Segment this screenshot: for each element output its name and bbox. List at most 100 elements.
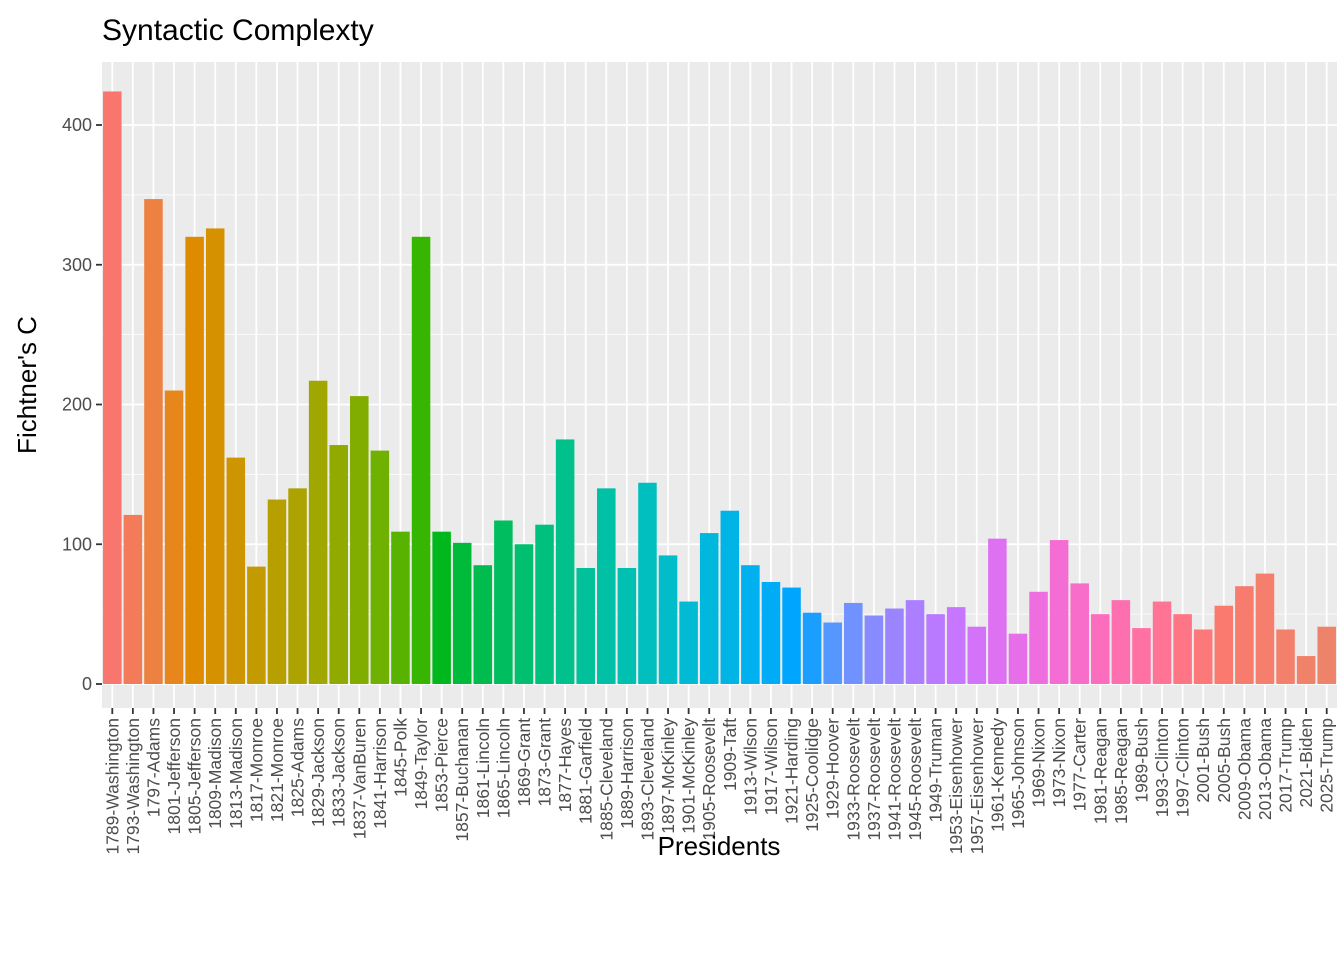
bar <box>144 199 163 684</box>
bar <box>576 568 595 684</box>
x-tick-label: 1981-Reagan <box>1090 718 1110 824</box>
bar <box>988 538 1007 684</box>
x-tick-label: 1997-Clinton <box>1173 718 1193 817</box>
y-tick-label: 100 <box>62 534 92 554</box>
x-tick-label: 1925-Coolidge <box>802 718 822 832</box>
bar <box>885 608 904 684</box>
y-axis: 0 100 200 300 400 <box>62 115 102 694</box>
x-tick-label: 1877-Hayes <box>555 718 575 813</box>
bar <box>802 612 822 684</box>
x-axis-title: Presidents <box>658 831 781 861</box>
y-tick-label: 400 <box>62 115 92 135</box>
bar <box>617 568 637 684</box>
bar <box>247 566 266 684</box>
chart-title: Syntactic Complexty <box>102 14 374 47</box>
x-tick-label: 1941-Roosevelt <box>884 718 904 841</box>
bar <box>1049 540 1069 684</box>
x-tick-label: 1973-Nixon <box>1049 718 1069 808</box>
bar <box>452 542 472 684</box>
x-tick-label: 1989-Bush <box>1131 718 1151 803</box>
x-tick-label: 1909-Taft <box>720 718 740 791</box>
x-tick-label: 1853-Pierce <box>432 718 452 812</box>
bar <box>1070 583 1089 684</box>
x-tick-label: 1825-Adams <box>288 718 308 817</box>
bar <box>741 565 760 684</box>
x-tick-label: 1789-Washington <box>102 718 122 855</box>
bar <box>411 236 431 685</box>
bar <box>555 439 575 684</box>
x-tick-label: 1917-Wilson <box>761 718 781 815</box>
x-tick-label: 1817-Monroe <box>246 718 266 822</box>
bar <box>288 488 307 684</box>
bar <box>761 581 781 684</box>
x-tick-label: 1977-Carter <box>1070 718 1090 812</box>
bar <box>679 601 698 684</box>
x-tick-label: 1933-Roosevelt <box>843 718 863 841</box>
x-tick-label: 1793-Washington <box>123 718 143 855</box>
x-tick-label: 1893-Cleveland <box>637 718 657 841</box>
bar <box>1029 591 1048 684</box>
x-tick-label: 1881-Garfield <box>576 718 596 824</box>
x-tick-label: 1905-Roosevelt <box>699 718 719 841</box>
x-tick-label: 1897-McKinley <box>658 718 678 834</box>
x-tick-label: 2025-Trump <box>1317 718 1337 813</box>
bar <box>103 91 122 684</box>
bar <box>432 531 451 684</box>
bar <box>844 602 863 684</box>
bar <box>905 600 925 684</box>
x-tick-label: 1861-Lincoln <box>473 718 493 818</box>
bar <box>267 499 287 684</box>
x-tick-label: 1801-Jefferson <box>164 718 184 834</box>
x-tick-label: 1813-Madison <box>226 718 246 829</box>
bar <box>864 615 884 684</box>
x-tick-label: 1849-Taylor <box>411 718 431 810</box>
x-tick-label: 1869-Grant <box>514 718 534 807</box>
x-tick-label: 2005-Bush <box>1214 718 1234 803</box>
bar <box>1317 626 1336 684</box>
bar <box>535 524 554 684</box>
bar <box>720 510 740 684</box>
bar <box>391 531 410 684</box>
bar <box>638 482 657 684</box>
bar <box>164 390 184 684</box>
x-tick-label: 1945-Roosevelt <box>905 718 925 841</box>
bar <box>1235 586 1254 684</box>
bar <box>123 514 143 684</box>
x-tick-label: 1833-Jackson <box>329 718 349 827</box>
bar <box>967 626 987 684</box>
bar <box>473 565 493 684</box>
bar <box>699 533 719 684</box>
x-tick-label: 1961-Kennedy <box>987 718 1007 832</box>
x-tick-label: 1797-Adams <box>143 718 163 817</box>
bar <box>1255 573 1275 684</box>
bar <box>185 236 204 685</box>
bar <box>370 450 390 684</box>
x-tick-label: 1957-Eisenhower <box>967 718 987 854</box>
bar <box>1193 629 1213 684</box>
x-tick-label: 1993-Clinton <box>1152 718 1172 817</box>
bar <box>658 555 678 684</box>
bar <box>823 622 842 684</box>
plot-panel <box>102 62 1337 708</box>
x-tick-label: 2001-Bush <box>1193 718 1213 803</box>
bar <box>1296 656 1316 684</box>
x-tick-label: 1885-Cleveland <box>596 718 616 841</box>
bar <box>350 396 369 684</box>
x-tick-label: 1985-Reagan <box>1111 718 1131 824</box>
bar <box>1008 633 1028 684</box>
x-axis: 1789-Washington 1793-Washington 1797-Adams… <box>102 708 1337 855</box>
y-tick-label: 0 <box>82 674 92 694</box>
x-tick-label: 1865-Lincoln <box>493 718 513 818</box>
bar <box>1111 600 1131 684</box>
x-tick-label: 1841-Harrison <box>370 718 390 829</box>
x-tick-label: 1937-Roosevelt <box>864 718 884 841</box>
bar <box>1091 614 1110 684</box>
x-tick-label: 1845-Polk <box>390 718 410 797</box>
x-tick-label: 1913-Wilson <box>740 718 760 815</box>
x-tick-label: 1953-Eisenhower <box>946 718 966 854</box>
bar <box>1132 628 1151 684</box>
x-tick-label: 2021-Biden <box>1296 718 1316 808</box>
x-tick-label: 1969-Nixon <box>1029 718 1049 808</box>
x-tick-label: 1921-Harding <box>782 718 802 824</box>
